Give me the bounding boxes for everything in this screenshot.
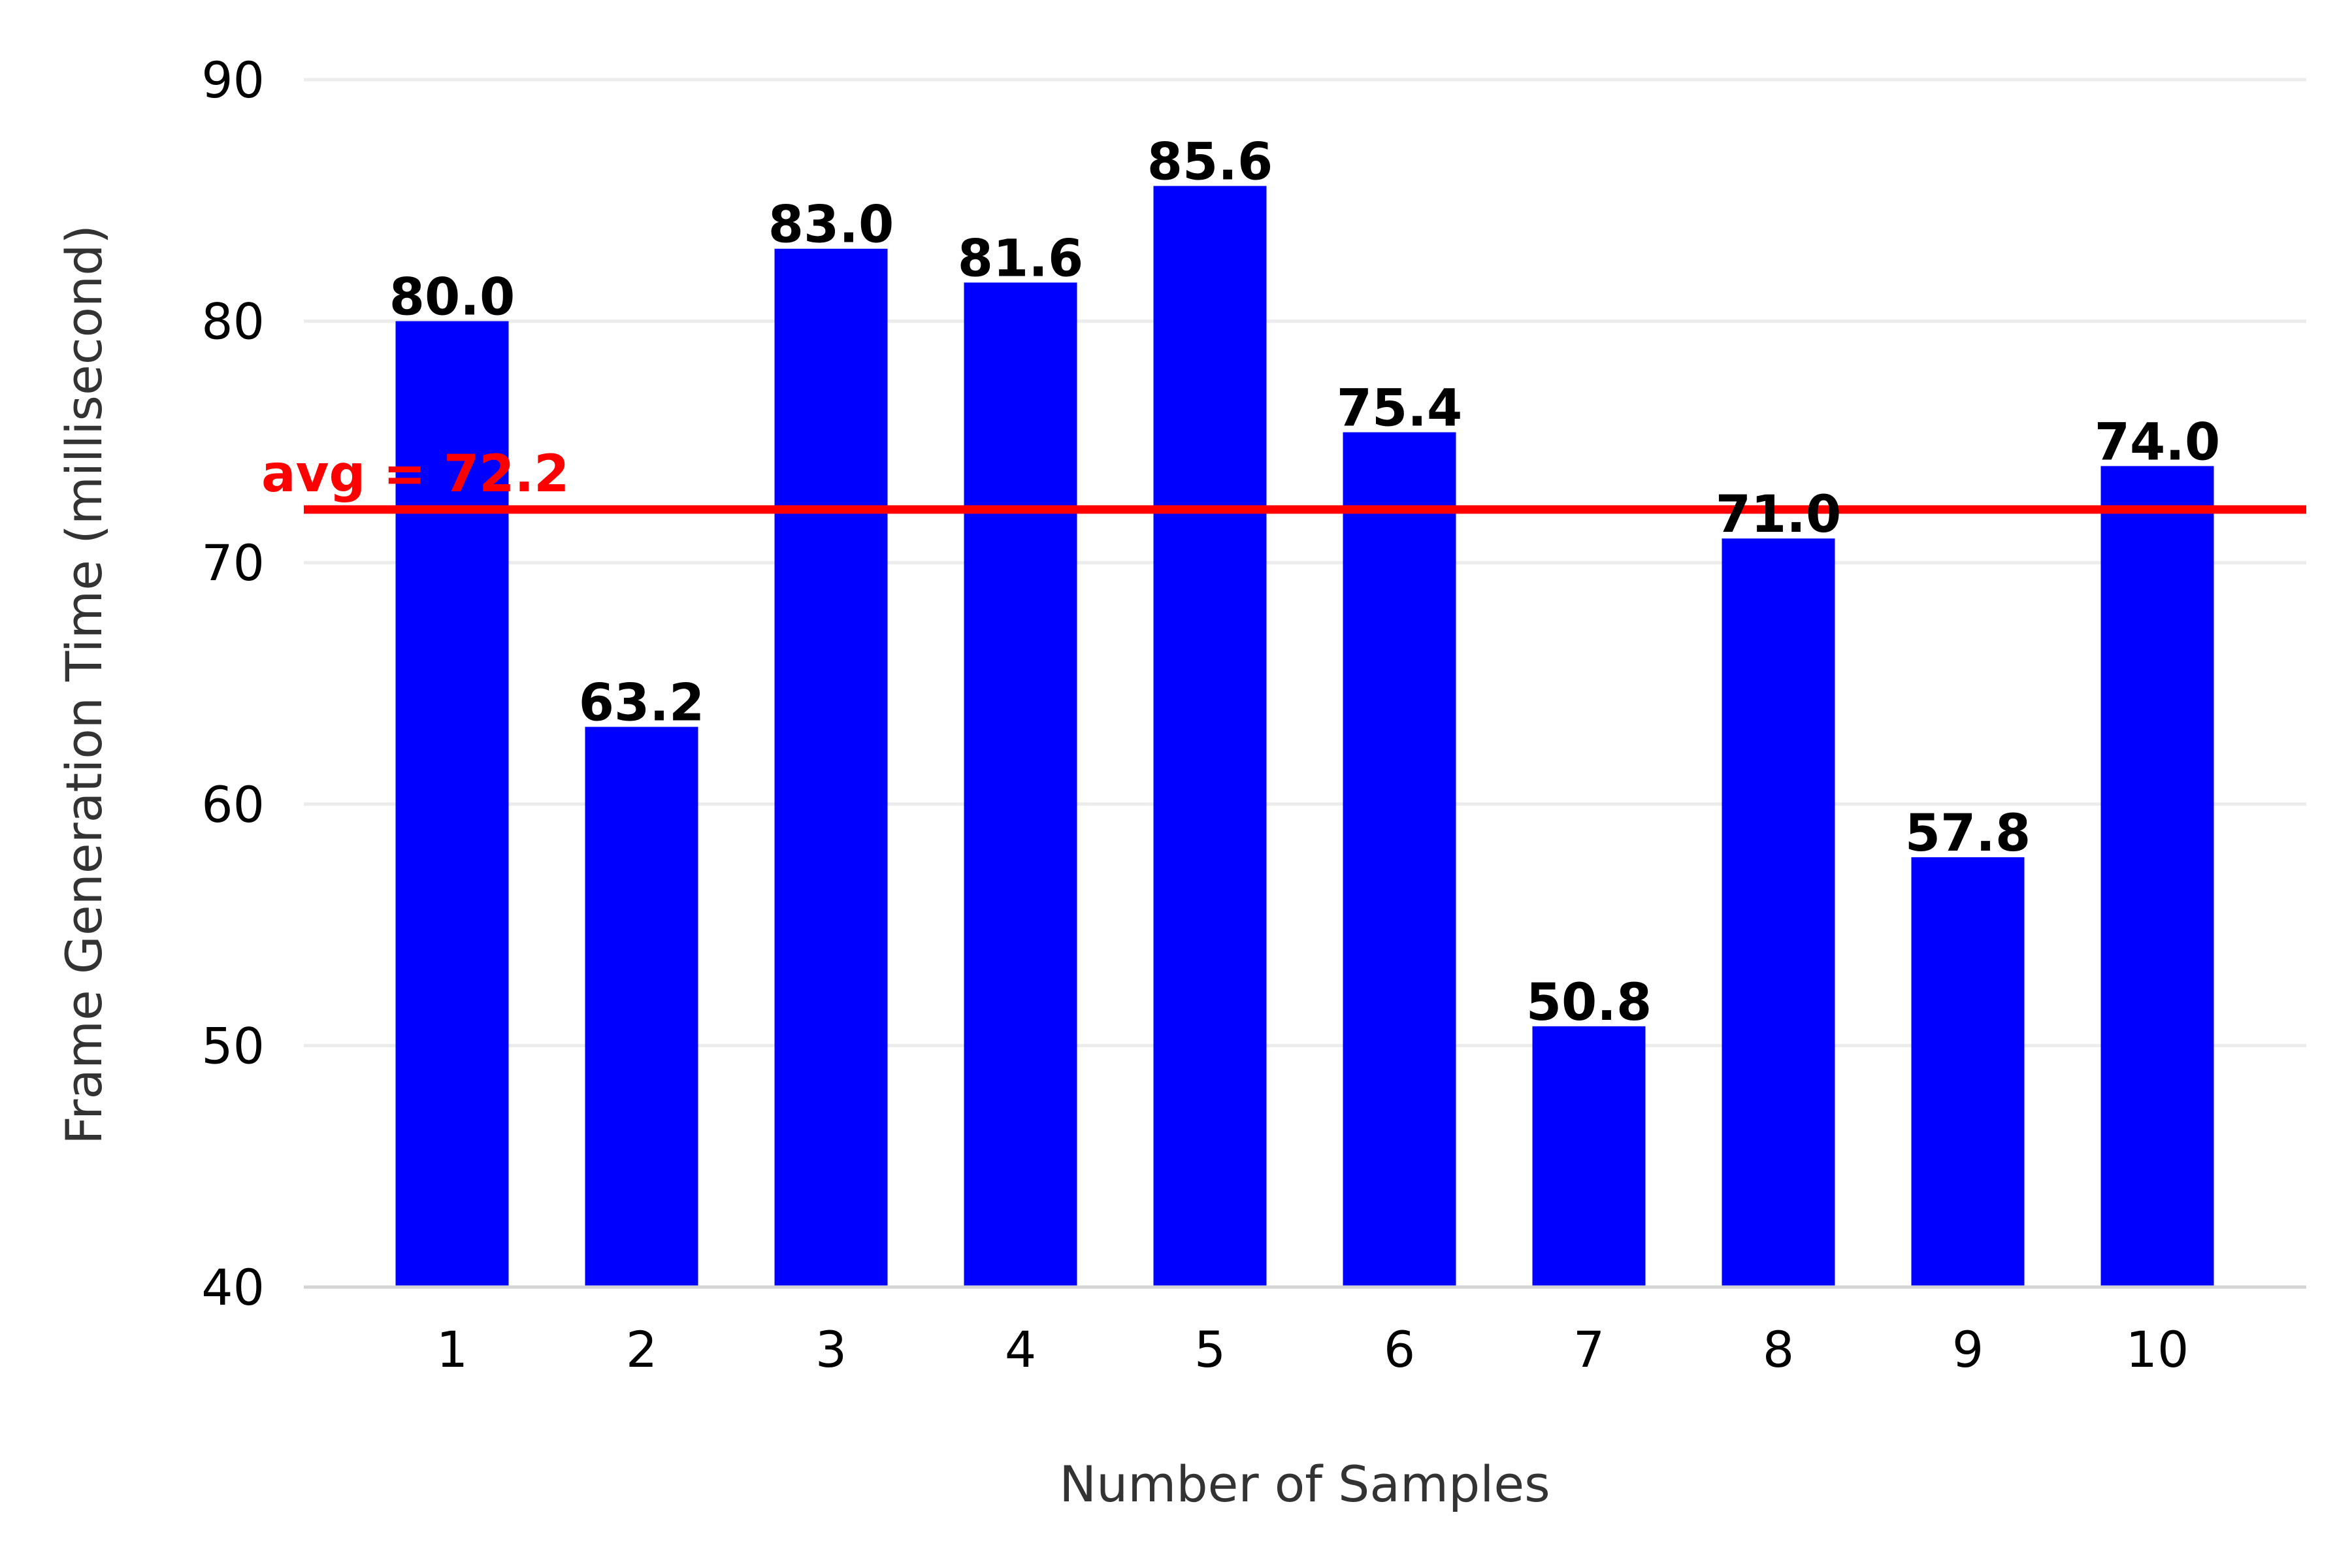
y-tick-label: 90 — [201, 51, 265, 109]
x-tick-label: 2 — [626, 1320, 657, 1379]
bar-5 — [1153, 186, 1267, 1287]
y-tick-label: 80 — [201, 293, 265, 351]
average-label: avg = 72.2 — [261, 445, 569, 504]
bars — [395, 186, 2214, 1288]
x-tick-label: 9 — [1952, 1320, 1984, 1379]
y-axis-ticks: 40 50 60 70 80 90 — [201, 51, 265, 1316]
x-tick-label: 8 — [1763, 1320, 1794, 1379]
bar-value-label: 85.6 — [1147, 133, 1273, 192]
y-axis-title: Frame Generation Time (millisecond) — [55, 225, 113, 1145]
bar-2 — [585, 727, 698, 1287]
bar-value-label: 74.0 — [2095, 413, 2220, 472]
bar-value-label: 71.0 — [1716, 485, 1841, 544]
x-tick-label: 3 — [815, 1320, 847, 1379]
x-axis-title: Number of Samples — [1059, 1455, 1550, 1513]
y-tick-label: 50 — [201, 1017, 265, 1075]
bar-3 — [774, 248, 888, 1288]
bar-1 — [395, 321, 509, 1288]
bar-value-label: 57.8 — [1905, 804, 2031, 863]
bar-10 — [2100, 466, 2214, 1287]
bar-value-label: 75.4 — [1337, 380, 1462, 438]
x-tick-label: 7 — [1573, 1320, 1605, 1379]
x-tick-label: 1 — [436, 1320, 468, 1379]
bar-value-label: 83.0 — [768, 196, 894, 255]
bar-value-label: 50.8 — [1526, 973, 1652, 1032]
bar-6 — [1343, 432, 1456, 1288]
x-tick-label: 4 — [1005, 1320, 1036, 1379]
x-tick-label: 5 — [1194, 1320, 1226, 1379]
bar-value-label: 63.2 — [579, 674, 704, 733]
x-tick-label: 10 — [2126, 1320, 2189, 1379]
y-tick-label: 70 — [201, 534, 265, 592]
x-axis-ticks: 1 2 3 4 5 6 7 8 9 10 — [436, 1320, 2189, 1379]
bar-7 — [1532, 1026, 1646, 1287]
bar-value-label: 81.6 — [958, 229, 1083, 288]
bar-9 — [1911, 857, 2025, 1287]
y-tick-label: 60 — [201, 776, 265, 834]
bar-value-labels: 80.0 63.2 83.0 81.6 85.6 75.4 50.8 71.0 57.8 74.0 — [389, 133, 2220, 1032]
average-line-group: avg = 72.2 — [261, 445, 2306, 514]
y-tick-label: 40 — [201, 1258, 265, 1316]
bar-4 — [964, 282, 1077, 1287]
bar-value-label: 80.0 — [389, 269, 515, 327]
x-tick-label: 6 — [1384, 1320, 1415, 1379]
bar-8 — [1722, 538, 1835, 1287]
